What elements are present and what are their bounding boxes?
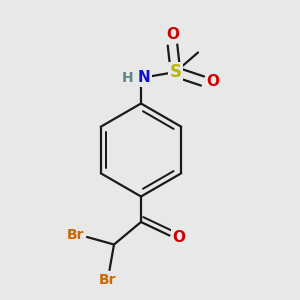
Text: O: O (206, 74, 220, 88)
Text: Br: Br (67, 228, 84, 242)
Text: O: O (172, 230, 186, 245)
Text: N: N (138, 70, 150, 86)
Text: Br: Br (99, 273, 117, 286)
Text: O: O (166, 27, 179, 42)
Text: S: S (169, 63, 181, 81)
Text: H: H (122, 71, 133, 85)
